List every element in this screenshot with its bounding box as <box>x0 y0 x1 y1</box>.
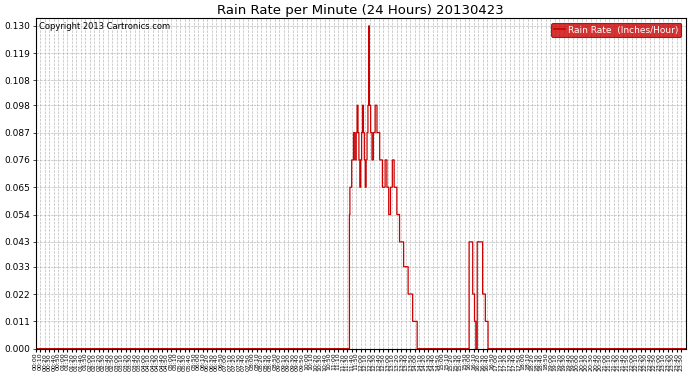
Title: Rain Rate per Minute (24 Hours) 20130423: Rain Rate per Minute (24 Hours) 20130423 <box>217 4 504 17</box>
Legend: Rain Rate  (Inches/Hour): Rain Rate (Inches/Hour) <box>551 23 681 37</box>
Text: Copyright 2013 Cartronics.com: Copyright 2013 Cartronics.com <box>39 22 170 31</box>
